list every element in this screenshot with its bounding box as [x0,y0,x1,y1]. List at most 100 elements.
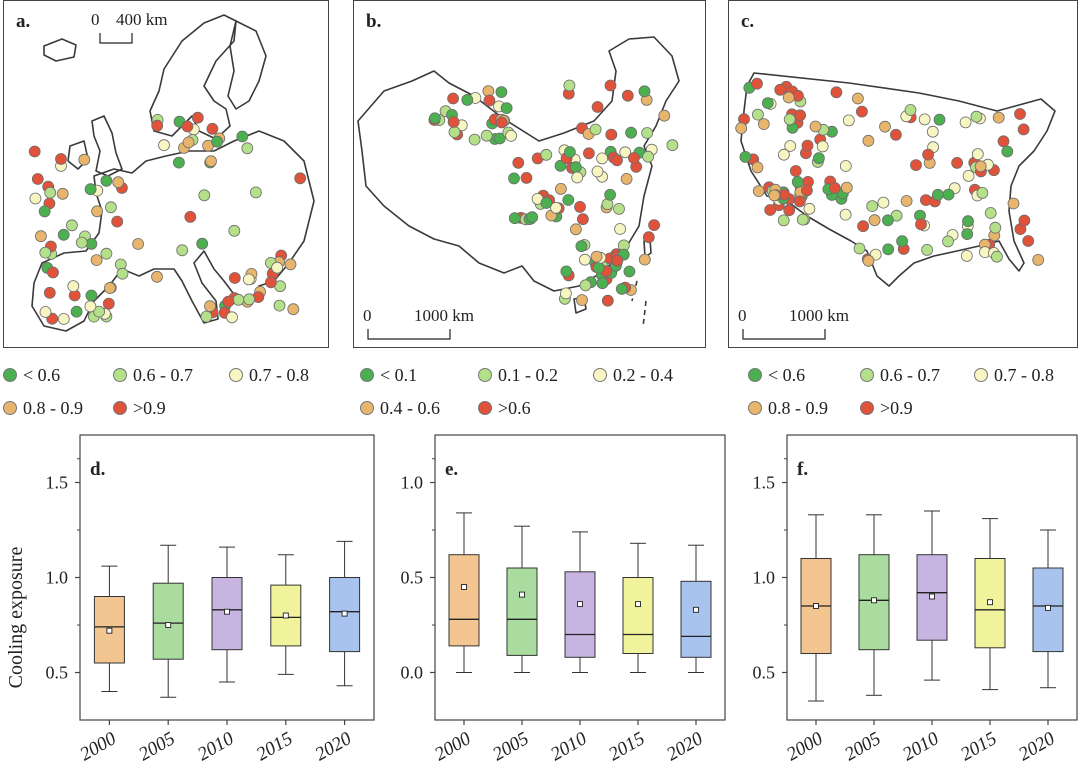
city-point [112,176,125,189]
legend-swatch [748,401,762,415]
city-point [592,261,605,274]
city-point [151,270,163,283]
city-point [287,303,300,316]
city-point [862,254,875,267]
y-tick-label: 1.5 [753,473,776,493]
city-point [249,186,262,199]
city-point [855,105,868,118]
city-point [550,201,562,214]
city-point [228,272,241,284]
legend-label: >0.6 [498,398,531,418]
city-point [942,235,954,248]
legend-swatch [593,368,607,382]
city-point [44,186,57,199]
city-point [70,305,83,318]
city-point [31,173,44,185]
city-point [56,187,69,200]
x-tick-label: 2005 [135,728,178,765]
city-point [918,113,931,126]
city-point [241,142,254,155]
city-point [242,273,255,286]
city-point [961,228,974,241]
mean-marker [693,606,699,613]
x-tick-label: 2020 [312,728,356,765]
mean-marker [577,601,583,608]
legend-label: 0.2 - 0.4 [613,365,673,385]
city-point [84,183,97,196]
city-point [196,237,209,250]
mean-marker [224,608,230,615]
city-point [1017,123,1030,136]
city-point [1018,214,1031,227]
city-point [931,188,944,201]
city-point [93,305,105,318]
box-2020: 2020 [1015,529,1064,765]
city-point [284,258,297,271]
legend-swatch [974,368,988,382]
scale-bar-value: 1000 km [789,306,849,325]
map-panel-usa: 0 1000 km c. [728,0,1078,348]
city-point [90,254,103,267]
city-point [921,243,934,256]
scale-bar-usa [742,329,826,340]
box-2015: 2015 [605,542,654,765]
city-point [273,299,286,312]
city-point [1007,197,1020,210]
city-point [520,171,533,184]
box-2015: 2015 [253,554,302,765]
city-point [862,134,875,147]
europe-uk-outline [91,115,123,177]
city-point [896,235,909,248]
city-point [627,152,640,164]
mean-marker [635,601,641,608]
city-point [35,230,47,243]
city-point [495,116,508,129]
x-tick-label: 2005 [841,728,884,765]
city-point [962,215,974,228]
city-point [658,109,671,122]
legend-label: 0.8 - 0.9 [23,398,83,418]
city-point [116,267,129,280]
scale-bar-value: 1000 km [414,306,474,325]
city-point [881,214,894,227]
city-point [1022,235,1035,247]
city-point [512,156,525,169]
mean-marker [341,610,348,617]
city-point [100,247,113,260]
x-tick-label: 2020 [1015,728,1059,765]
panel-label-b: b. [366,11,382,32]
city-point [877,196,890,209]
scale-bar-value: 400 km [116,10,167,29]
city-point [563,79,576,92]
mean-marker [1045,604,1051,611]
city-point [613,202,625,215]
x-tick-label: 2015 [253,728,296,765]
city-point [57,228,70,241]
legend-label: < 0.6 [768,365,806,385]
europe-iceland-outline [43,38,77,62]
x-tick-label: 2000 [76,728,120,765]
china-sea-line-2 [642,300,647,328]
city-point [889,128,902,141]
europe-city-points [28,111,307,325]
panel-label: e. [445,459,458,480]
city-point [942,188,955,201]
box-2005: 2005 [841,514,890,765]
city-point [480,129,493,142]
city-point [578,253,591,266]
city-point [619,146,632,159]
city-point [922,148,935,161]
city-point [620,172,633,185]
city-point [222,295,235,308]
city-point [868,214,881,227]
city-point [757,118,770,130]
y-axis-title: Cooling exposure [5,547,27,689]
x-tick-label: 2000 [431,728,475,765]
legend-swatch [360,368,374,382]
city-point [38,205,51,218]
city-point [569,223,582,236]
city-point [500,102,513,114]
city-point [206,122,219,135]
city-point [104,282,116,294]
city-point [84,300,97,313]
